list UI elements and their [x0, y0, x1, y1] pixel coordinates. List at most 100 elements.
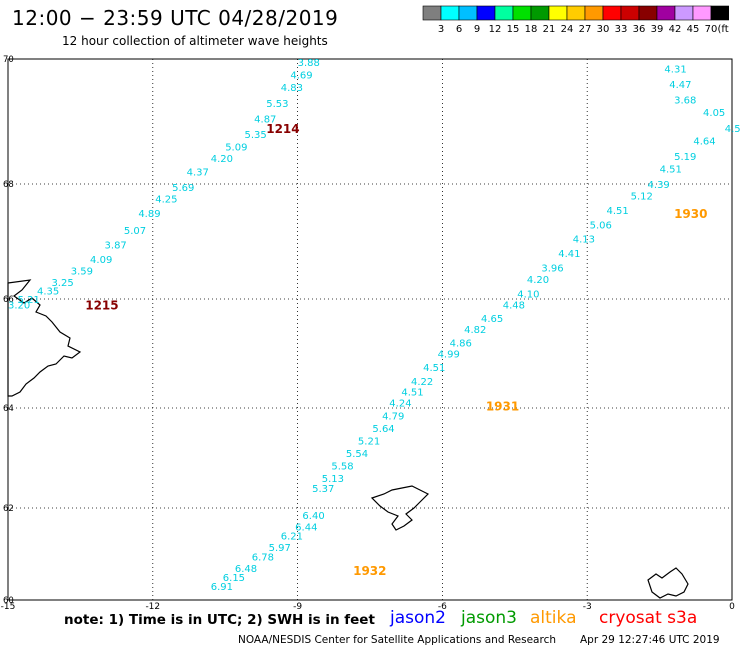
track2-swh-label: 4.86 — [450, 339, 472, 350]
track1-swh-label: 4.25 — [155, 194, 177, 205]
track2-swh-label: 5.12 — [631, 192, 653, 203]
legend-tick-label: 24 — [561, 24, 574, 35]
legend-altika: altika — [530, 608, 577, 628]
track2-swh-label: 4.41 — [558, 249, 580, 260]
track2-swh-label: 6.15 — [223, 573, 245, 584]
track2-swh-label: 3.96 — [541, 263, 563, 274]
legend-tick-label: 27 — [579, 24, 592, 35]
longitude-tick-label: -12 — [145, 602, 160, 612]
legend-tick-label: 42 — [669, 24, 682, 35]
legend-tick-label: 33 — [615, 24, 628, 35]
page-title: 12:00 − 23:59 UTC 04/28/2019 — [12, 6, 339, 30]
track1-swh-label: 3.88 — [298, 58, 320, 69]
track2-swh-label: 4.99 — [438, 350, 460, 361]
pass-time-label: 1932 — [353, 564, 386, 578]
pass-time-label: 1214 — [266, 122, 299, 136]
legend-tick-label: 30 — [597, 24, 610, 35]
coastline-shetland — [647, 567, 689, 599]
latitude-tick-label: 62 — [3, 504, 14, 514]
track1-swh-label: 4.09 — [90, 255, 112, 266]
track1-swh-label: 4.37 — [187, 168, 209, 179]
track2-swh-label: 6.21 — [281, 532, 303, 543]
pass-time-label: 1931 — [486, 399, 519, 413]
latitude-tick-label: 68 — [3, 180, 14, 190]
track2-swh-label: 4.48 — [503, 300, 525, 311]
legend-tick-label: 3 — [438, 24, 444, 35]
legend-tick-label: 45 — [687, 24, 700, 35]
longitude-tick-label: -3 — [583, 602, 592, 612]
track1-swh-label: 4.83 — [281, 83, 303, 94]
legend-tick-label: 70 — [705, 24, 718, 35]
track1-swh-label: 4.89 — [138, 209, 160, 220]
legend-tick-label: 12 — [489, 24, 502, 35]
track1-swh-label: 4.20 — [211, 154, 233, 165]
track2-swh-label: 4.22 — [411, 377, 433, 388]
track2-swh-label: 4.51 — [423, 363, 445, 374]
pass-time-label: 1930 — [674, 207, 707, 221]
track1-swh-label: 4.35 — [37, 286, 59, 297]
track2-swh-label: 4.51 — [660, 164, 682, 175]
latitude-tick-label: 64 — [3, 404, 14, 414]
track1-swh-label: 5.35 — [245, 130, 267, 141]
legend-tick-label: (ft) — [717, 24, 729, 35]
track2-swh-label: 4.13 — [573, 235, 595, 246]
pass-time-label: 1215 — [85, 298, 118, 312]
map-frame — [7, 58, 733, 601]
track2-swh-label: 5.97 — [269, 543, 291, 554]
legend-tick-label: 21 — [543, 24, 556, 35]
track2-swh-label: 4.65 — [481, 314, 503, 325]
track2-swh-label: 4.10 — [517, 289, 539, 300]
track2-swh-label: 4.79 — [382, 412, 404, 423]
legend-swatch — [710, 5, 729, 21]
track1-swh-label: 5.53 — [266, 99, 288, 110]
track2-swh-label: 4.51 — [607, 206, 629, 217]
track2-swh-label: 6.48 — [235, 564, 257, 575]
latitude-tick-label: 70 — [3, 55, 14, 65]
legend-tick-label: 6 — [456, 24, 462, 35]
track2-swh-label: 6.91 — [211, 582, 233, 593]
track1-swh-label: 5.69 — [172, 183, 194, 194]
track2-swh-label: 4.24 — [389, 399, 411, 410]
track2-swh-label: 5.13 — [322, 474, 344, 485]
footer-note: note: 1) Time is in UTC; 2) SWH is in fe… — [64, 612, 375, 628]
track1-swh-label: 3.25 — [51, 278, 73, 289]
longitude-tick-label: -9 — [293, 602, 302, 612]
track1-swh-label: 3.20 — [8, 300, 30, 311]
track2-swh-label: 5.58 — [331, 462, 353, 473]
track2-swh-label: 5.54 — [346, 449, 368, 460]
track2-swh-label: 5.19 — [674, 152, 696, 163]
legend-tick-label: 18 — [525, 24, 538, 35]
track2-swh-label: 4.31 — [664, 64, 686, 75]
track1-swh-label: 5.21 — [18, 295, 40, 306]
track2-swh-label: 4.64 — [693, 136, 715, 147]
track2-swh-label: 5.06 — [590, 220, 612, 231]
longitude-tick-label: 0 — [729, 602, 735, 612]
legend-tick-label: 39 — [651, 24, 664, 35]
legend-cryosat-s3a: cryosat s3a — [599, 608, 698, 628]
track2-swh-label: 4.51 — [401, 388, 423, 399]
legend-jason2: jason2 — [390, 608, 446, 628]
track2-swh-label: 5.64 — [372, 424, 394, 435]
track1-swh-label: 5.09 — [225, 143, 247, 154]
track2-swh-label: 5.37 — [312, 484, 334, 495]
track2-swh-label: 5.21 — [358, 437, 380, 448]
coastline-iceland — [7, 279, 82, 397]
coastline-faroe-islands — [370, 485, 430, 531]
legend-jason3: jason3 — [461, 608, 517, 628]
track2-swh-label: 6.78 — [252, 552, 274, 563]
track2-swh-label: 3.68 — [674, 96, 696, 107]
track2-swh-label: 4.20 — [527, 275, 549, 286]
track2-swh-label: 6.40 — [302, 511, 324, 522]
track1-swh-label: 4.87 — [254, 114, 276, 125]
track2-swh-label: 4.05 — [703, 108, 725, 119]
track2-swh-label: 4.82 — [464, 325, 486, 336]
latitude-tick-label: 60 — [3, 596, 14, 606]
track1-swh-label: 5.07 — [124, 226, 146, 237]
credit-line: NOAA/NESDIS Center for Satellite Applica… — [238, 634, 556, 646]
track2-swh-label: 6.44 — [295, 522, 317, 533]
page-subtitle: 12 hour collection of altimeter wave hei… — [62, 34, 328, 48]
track1-swh-label: 3.87 — [105, 240, 127, 251]
legend-tick-label: 9 — [474, 24, 480, 35]
